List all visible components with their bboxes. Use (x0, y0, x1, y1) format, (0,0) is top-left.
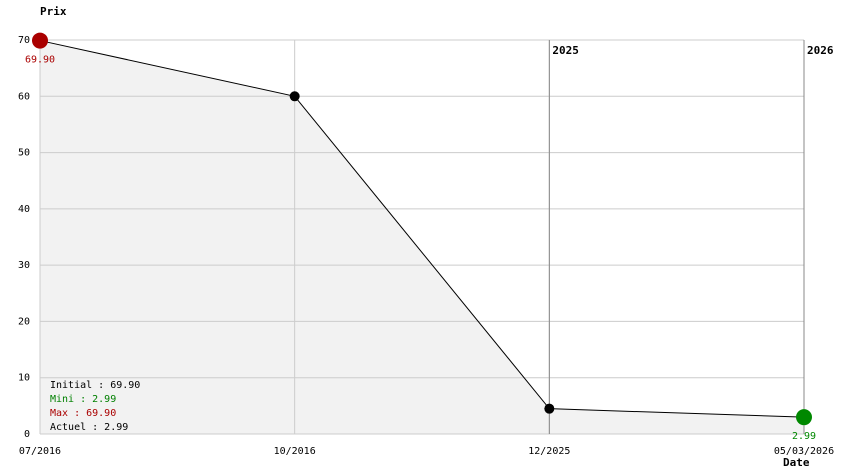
y-tick-label: 40 (18, 204, 30, 215)
y-tick-label: 0 (24, 429, 30, 440)
value-label: 2.99 (792, 431, 816, 442)
x-tick-label: 10/2016 (274, 446, 316, 457)
value-label: 69.90 (25, 55, 55, 66)
year-marker-label: 2026 (807, 44, 834, 57)
y-tick-label: 20 (18, 316, 30, 327)
x-tick-label: 05/03/2026 (774, 446, 834, 457)
stat-line: Initial : 69.90 (50, 380, 140, 391)
x-tick-label: 07/2016 (19, 446, 61, 457)
y-tick-label: 30 (18, 260, 30, 271)
stat-line: Max : 69.90 (50, 408, 116, 419)
y-tick-label: 10 (18, 373, 30, 384)
y-tick-label: 60 (18, 91, 30, 102)
area (40, 40, 804, 434)
data-point (544, 403, 555, 414)
stat-line: Actuel : 2.99 (50, 422, 128, 433)
x-tick-label: 12/2025 (528, 446, 570, 457)
data-point (289, 91, 300, 102)
x-axis-title: Date (783, 456, 810, 469)
y-axis-title: Prix (40, 5, 67, 18)
stat-line: Mini : 2.99 (50, 394, 116, 405)
data-point (796, 409, 812, 426)
y-tick-label: 50 (18, 148, 30, 159)
data-point (32, 32, 48, 49)
price-line (39, 40, 805, 418)
year-marker-label: 2025 (552, 44, 579, 57)
y-tick-label: 70 (18, 35, 30, 46)
